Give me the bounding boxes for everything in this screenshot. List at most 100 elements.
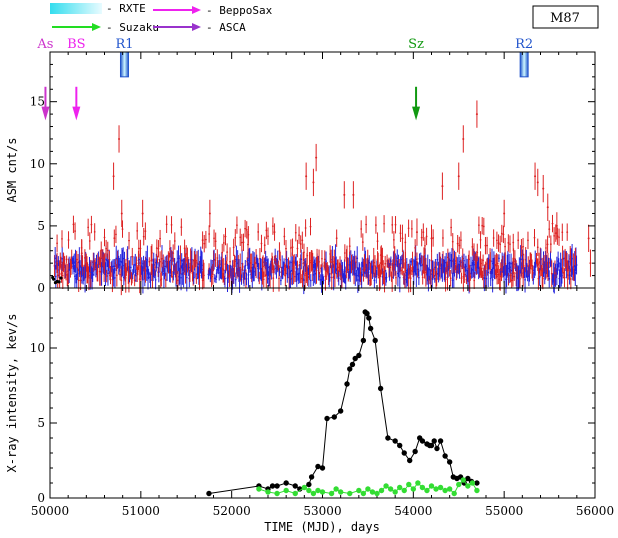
asm-point <box>442 237 444 239</box>
asm-point <box>110 265 113 268</box>
asm-point <box>240 241 243 244</box>
black-series-point <box>319 465 326 471</box>
asm-point <box>311 260 314 263</box>
asm-point <box>159 237 161 240</box>
x-tick-label: 53000 <box>303 504 341 518</box>
asm-point <box>551 222 554 225</box>
asm-point <box>203 242 206 245</box>
asm-point <box>245 228 248 231</box>
green-series-point <box>328 490 335 497</box>
asm-point <box>498 257 500 260</box>
asm-point <box>113 237 116 240</box>
asm-point <box>319 278 322 281</box>
asm-point <box>453 262 456 265</box>
asm-point <box>306 275 309 278</box>
asm-point <box>483 277 486 280</box>
asm-point <box>118 263 121 266</box>
asm-point <box>335 237 338 240</box>
asm-point <box>239 266 242 269</box>
asm-point <box>192 277 195 279</box>
green-series-point <box>415 480 421 486</box>
legend-asca-label: - ASCA <box>206 21 246 34</box>
asm-point <box>314 272 317 275</box>
asm-point <box>61 274 64 277</box>
asm-point <box>87 276 90 279</box>
asm-point <box>494 263 497 266</box>
asm-point <box>171 257 174 260</box>
asm-point <box>482 259 484 262</box>
asm-point <box>121 228 124 230</box>
asm-point <box>345 256 348 259</box>
asm-point <box>512 260 515 263</box>
x-tick-label: 51000 <box>122 504 160 518</box>
asm-point <box>72 223 75 226</box>
asm-point <box>278 271 281 273</box>
asm-point <box>558 236 560 239</box>
asm-point <box>360 273 363 276</box>
asm-point <box>309 279 312 282</box>
asm-point <box>461 257 464 260</box>
black-series-line <box>208 310 478 494</box>
asm-point <box>119 273 121 276</box>
asm-point <box>272 277 275 280</box>
asm-point <box>322 279 325 282</box>
asm-data-points <box>51 100 592 296</box>
asm-point <box>151 251 153 254</box>
asm-flare-point <box>312 181 315 184</box>
green-series-point <box>319 489 326 495</box>
marker-arrowhead-sz <box>412 106 421 121</box>
asm-point <box>487 271 490 274</box>
asm-point <box>138 258 141 261</box>
asm-point <box>100 249 103 252</box>
asm-point <box>574 272 577 274</box>
asm-point <box>195 277 198 280</box>
x-tick-label: 54000 <box>394 504 432 518</box>
asm-point <box>211 273 214 276</box>
asm-flare-point <box>457 175 460 178</box>
asm-point <box>404 241 407 244</box>
asm-point <box>538 276 541 278</box>
asm-point <box>74 230 76 232</box>
legend: - RXTE - Suzaku - BeppoSax - ASCA M87 <box>50 2 599 34</box>
asm-point <box>569 278 572 280</box>
asm-point <box>298 272 301 275</box>
black-series-point <box>392 438 398 444</box>
black-series-point <box>385 435 391 441</box>
asm-point <box>502 233 505 236</box>
bottom-y-axis-label: X-ray intensity, kev/s <box>5 314 19 473</box>
asm-point <box>343 270 346 273</box>
green-series-point <box>256 486 262 492</box>
asm-point <box>244 227 247 230</box>
asm-point <box>120 279 123 282</box>
asm-point <box>499 243 502 246</box>
asm-point <box>252 263 254 266</box>
asm-point <box>538 262 540 264</box>
asm-point <box>403 274 406 277</box>
asm-point <box>262 278 265 281</box>
black-series-point <box>377 385 384 392</box>
green-series-point <box>374 490 380 497</box>
asm-point <box>291 246 294 249</box>
asm-point <box>460 277 463 280</box>
asm-point <box>343 252 346 254</box>
asm-point <box>58 273 61 276</box>
asm-point <box>510 262 512 265</box>
asm-flare-point <box>542 187 545 190</box>
asm-point <box>240 278 243 281</box>
green-series-point <box>437 484 444 491</box>
green-series-point <box>460 477 466 483</box>
asm-point <box>563 276 566 279</box>
asm-point <box>547 266 550 269</box>
asm-point <box>541 277 544 280</box>
x-tick-label: 56000 <box>576 504 614 518</box>
asm-point <box>402 259 405 261</box>
asm-point <box>337 277 340 280</box>
asm-point <box>567 269 570 271</box>
asm-point <box>434 266 437 269</box>
asm-point <box>198 274 201 277</box>
asm-point <box>415 273 418 275</box>
asm-point <box>282 267 285 270</box>
asm-point <box>500 232 503 235</box>
asm-point <box>75 258 78 261</box>
black-series-point <box>474 480 480 486</box>
